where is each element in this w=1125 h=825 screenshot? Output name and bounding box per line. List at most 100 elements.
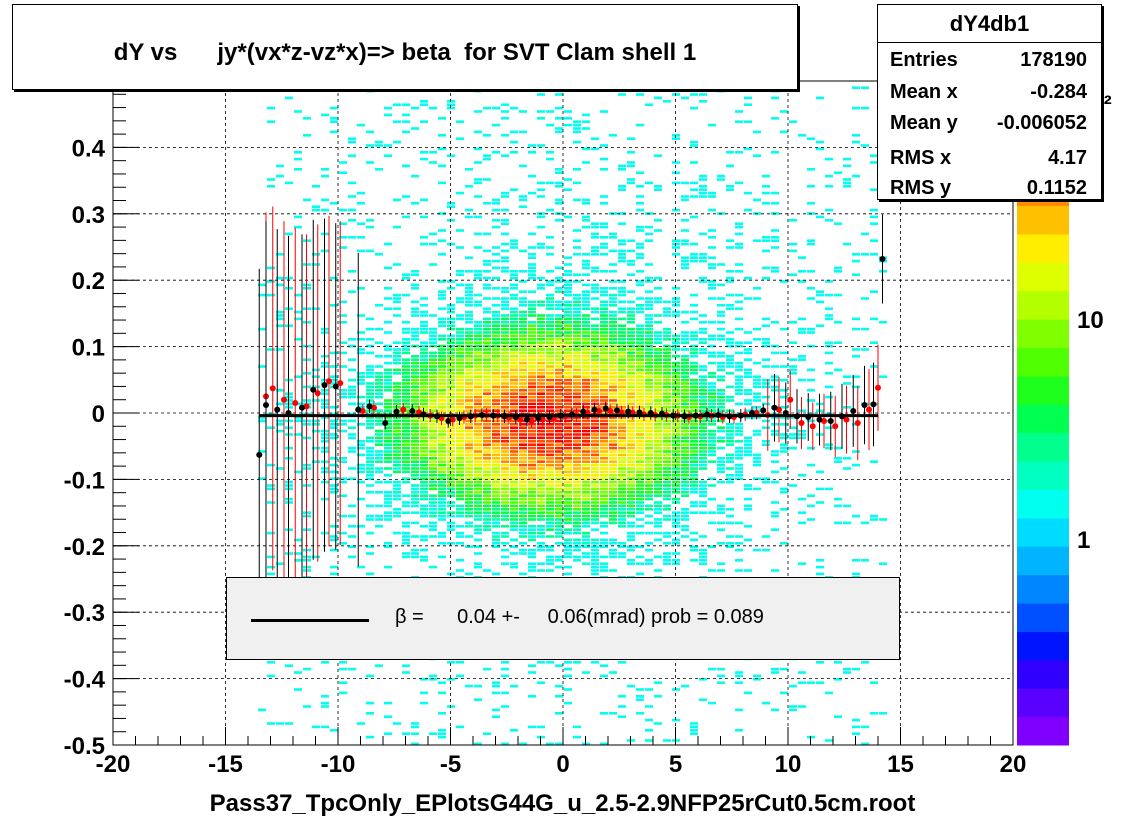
density-cell bbox=[492, 368, 500, 372]
density-cell bbox=[366, 477, 374, 480]
density-cell bbox=[636, 229, 644, 232]
density-cell bbox=[645, 423, 653, 426]
density-cell bbox=[483, 477, 491, 480]
density-cell bbox=[645, 484, 653, 487]
density-cell bbox=[528, 433, 536, 436]
density-cell bbox=[483, 348, 491, 351]
density-cell bbox=[420, 395, 428, 399]
density-cell bbox=[555, 327, 563, 331]
density-cell bbox=[582, 416, 590, 419]
density-cell bbox=[645, 487, 653, 491]
density-cell bbox=[510, 389, 518, 392]
density-cell bbox=[366, 474, 374, 477]
density-cell bbox=[483, 487, 491, 491]
density-cell bbox=[357, 331, 365, 334]
density-cell bbox=[825, 487, 833, 491]
density-cell bbox=[573, 545, 581, 548]
palette-band bbox=[1017, 517, 1069, 547]
density-cell bbox=[483, 521, 491, 525]
density-cell bbox=[618, 715, 626, 718]
density-cell bbox=[591, 382, 599, 385]
density-cell bbox=[699, 256, 707, 259]
density-cell bbox=[618, 695, 626, 698]
density-cell bbox=[330, 433, 338, 436]
density-cell bbox=[429, 460, 437, 463]
density-cell bbox=[834, 504, 842, 508]
density-cell bbox=[555, 181, 563, 185]
density-cell bbox=[465, 409, 473, 412]
density-cell bbox=[654, 446, 662, 450]
density-cell bbox=[384, 106, 392, 110]
density-cell bbox=[708, 484, 716, 487]
density-cell bbox=[537, 511, 545, 514]
density-cell bbox=[555, 276, 563, 280]
density-cell bbox=[492, 423, 500, 426]
density-cell bbox=[420, 491, 428, 494]
density-cell bbox=[528, 276, 536, 280]
density-cell bbox=[402, 195, 410, 198]
density-cell bbox=[582, 147, 590, 151]
density-cell bbox=[402, 467, 410, 470]
density-cell bbox=[573, 198, 581, 202]
density-cell bbox=[681, 181, 689, 185]
density-cell bbox=[762, 239, 770, 242]
density-cell bbox=[618, 392, 626, 395]
density-cell bbox=[411, 722, 419, 725]
density-cell bbox=[375, 436, 383, 440]
density-cell bbox=[546, 426, 554, 429]
density-cell bbox=[672, 361, 680, 365]
density-cell bbox=[456, 477, 464, 480]
density-cell bbox=[726, 341, 734, 344]
density-cell bbox=[654, 314, 662, 317]
density-cell bbox=[753, 130, 761, 134]
density-cell bbox=[618, 457, 626, 460]
density-cell bbox=[699, 467, 707, 470]
density-cell bbox=[546, 355, 554, 358]
density-cell bbox=[555, 219, 563, 222]
density-cell bbox=[303, 117, 311, 120]
density-cell bbox=[636, 202, 644, 205]
density-cell bbox=[420, 100, 428, 103]
density-cell bbox=[708, 191, 716, 195]
density-cell bbox=[573, 253, 581, 256]
density-cell bbox=[807, 378, 815, 382]
density-cell bbox=[429, 334, 437, 338]
density-cell bbox=[618, 365, 626, 368]
density-cell bbox=[321, 705, 329, 708]
density-cell bbox=[573, 559, 581, 562]
density-cell bbox=[474, 477, 482, 480]
density-cell bbox=[582, 351, 590, 355]
density-cell bbox=[609, 508, 617, 511]
density-cell bbox=[330, 477, 338, 480]
density-cell bbox=[555, 426, 563, 429]
density-cell bbox=[582, 531, 590, 535]
density-cell bbox=[528, 368, 536, 372]
density-cell bbox=[384, 344, 392, 348]
density-cell bbox=[717, 378, 725, 382]
density-cell bbox=[663, 344, 671, 348]
density-cell bbox=[384, 494, 392, 497]
red-profile-point bbox=[449, 416, 456, 423]
density-cell bbox=[258, 419, 266, 423]
density-cell bbox=[753, 327, 761, 331]
density-cell bbox=[753, 297, 761, 300]
density-cell bbox=[465, 378, 473, 382]
density-cell bbox=[528, 487, 536, 491]
density-cell bbox=[582, 501, 590, 504]
density-cell bbox=[537, 246, 545, 249]
density-cell bbox=[348, 426, 356, 429]
density-cell bbox=[564, 307, 572, 310]
density-cell bbox=[627, 161, 635, 164]
density-cell bbox=[267, 266, 275, 270]
density-cell bbox=[483, 667, 491, 671]
density-cell bbox=[735, 181, 743, 185]
density-cell bbox=[510, 470, 518, 474]
density-cell bbox=[312, 460, 320, 463]
density-cell bbox=[690, 382, 698, 385]
density-cell bbox=[330, 375, 338, 378]
density-cell bbox=[564, 453, 572, 457]
density-cell bbox=[384, 321, 392, 324]
density-cell bbox=[582, 552, 590, 555]
density-cell bbox=[537, 368, 545, 372]
density-cell bbox=[807, 270, 815, 273]
